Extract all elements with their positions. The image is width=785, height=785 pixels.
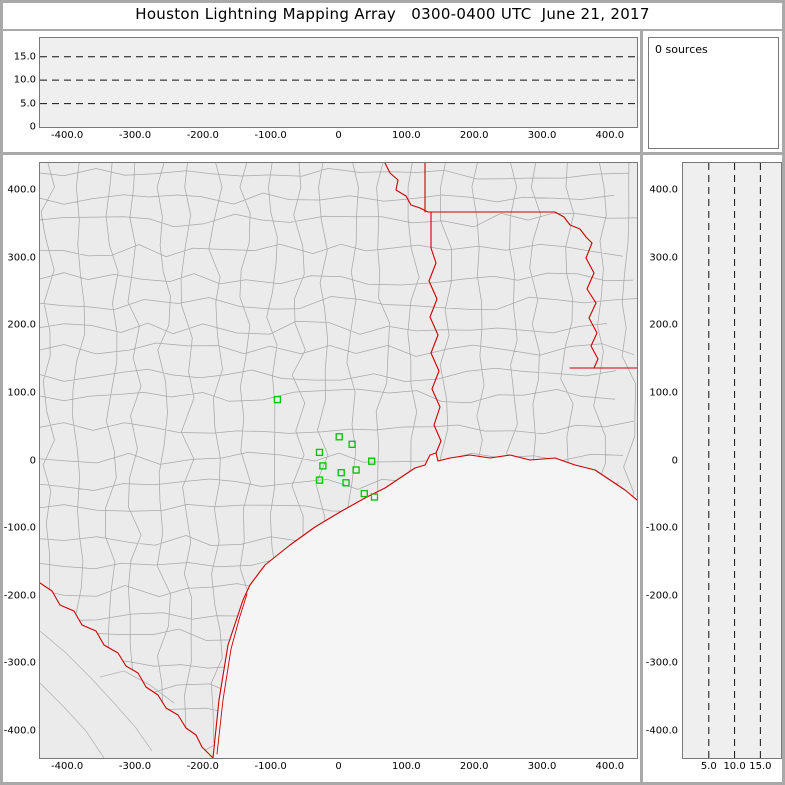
vertical-separator xyxy=(640,31,643,785)
sources-panel: 0 sources xyxy=(648,37,779,149)
page-title: Houston Lightning Mapping Array 0300-040… xyxy=(135,5,650,23)
tick-label: -400.0 xyxy=(3,725,36,737)
gulf-of-mexico-water xyxy=(213,453,637,758)
tick-label: -400.0 xyxy=(51,761,84,772)
tick-label: 15.0 xyxy=(749,761,772,772)
tick-label: -200.0 xyxy=(186,761,219,772)
altitude-ew-panel xyxy=(39,37,638,128)
altitude-ns-plot[interactable] xyxy=(683,163,781,758)
tick-label: 400.0 xyxy=(7,184,36,196)
horizontal-separator xyxy=(0,152,785,155)
tick-label: 200.0 xyxy=(459,130,489,141)
lma-station-marker xyxy=(319,462,327,470)
tick-label: 0 xyxy=(335,130,342,141)
tick-label: -200.0 xyxy=(3,590,36,602)
tick-label: 100.0 xyxy=(392,130,421,141)
barrier-island xyxy=(216,593,248,755)
tick-label: -100.0 xyxy=(254,130,287,141)
lma-station-marker xyxy=(315,448,324,457)
tick-label: -400.0 xyxy=(51,130,84,141)
tick-label: -300.0 xyxy=(118,130,152,141)
tick-label: -300.0 xyxy=(118,761,152,772)
lma-station-marker xyxy=(337,469,345,477)
plan-view-map-panel xyxy=(39,162,638,759)
tick-label: 0 xyxy=(671,455,678,466)
tick-label: 0 xyxy=(29,121,36,133)
tick-label: -300.0 xyxy=(3,657,36,669)
lma-station-marker xyxy=(315,476,324,484)
lma-station-marker xyxy=(335,433,343,441)
coastline xyxy=(212,452,637,758)
tick-label: 15.0 xyxy=(13,51,36,63)
mexico-state-line xyxy=(99,670,175,704)
lma-station-marker xyxy=(368,457,376,465)
tick-label: 300.0 xyxy=(649,252,678,264)
tick-label: 10.0 xyxy=(723,761,746,772)
tick-label: 200.0 xyxy=(649,319,678,331)
tick-label: 100.0 xyxy=(7,387,36,399)
lma-station-marker xyxy=(348,440,356,448)
lma-station-marker xyxy=(370,493,379,501)
tick-label: 5.0 xyxy=(20,98,36,110)
river-border-east xyxy=(554,211,599,369)
tick-label: 200.0 xyxy=(7,319,36,331)
lma-station-marker xyxy=(342,479,350,487)
mexico-state-line xyxy=(40,682,105,758)
tick-label: 100.0 xyxy=(392,761,421,772)
tick-label: 5.0 xyxy=(700,761,717,772)
altitude-ew-plot[interactable] xyxy=(40,38,637,127)
tick-label: 300.0 xyxy=(7,252,36,264)
tick-label: -100.0 xyxy=(3,522,36,534)
lma-stations xyxy=(273,395,379,501)
sources-count-label: 0 sources xyxy=(655,43,708,56)
tick-label: 0 xyxy=(29,455,36,466)
tick-label: 10.0 xyxy=(13,74,36,86)
tick-label: 100.0 xyxy=(649,387,678,399)
tick-label: 400.0 xyxy=(595,130,625,141)
tick-label: -100.0 xyxy=(254,761,287,772)
tick-label: 300.0 xyxy=(527,130,557,141)
tick-label: -400.0 xyxy=(645,725,678,737)
tick-label: 300.0 xyxy=(527,761,557,772)
tick-label: 0 xyxy=(335,761,342,772)
sabine-river-border xyxy=(428,211,442,454)
tick-label: -300.0 xyxy=(645,657,678,669)
rio-grande-border xyxy=(40,582,214,758)
tick-label: 400.0 xyxy=(649,184,678,196)
altitude-ns-panel xyxy=(682,162,782,759)
lma-station-marker xyxy=(273,395,282,404)
red-river-border xyxy=(384,163,429,213)
lma-station-marker xyxy=(352,466,360,474)
title-bar: Houston Lightning Mapping Array 0300-040… xyxy=(0,0,785,31)
tick-label: 400.0 xyxy=(595,761,625,772)
tick-label: -100.0 xyxy=(645,522,678,534)
tick-label: -200.0 xyxy=(645,590,678,602)
tick-label: -200.0 xyxy=(186,130,219,141)
lma-station-marker xyxy=(360,489,368,498)
plan-view-map[interactable] xyxy=(40,163,637,758)
tick-label: 200.0 xyxy=(459,761,489,772)
mexico-state-line xyxy=(40,630,153,752)
